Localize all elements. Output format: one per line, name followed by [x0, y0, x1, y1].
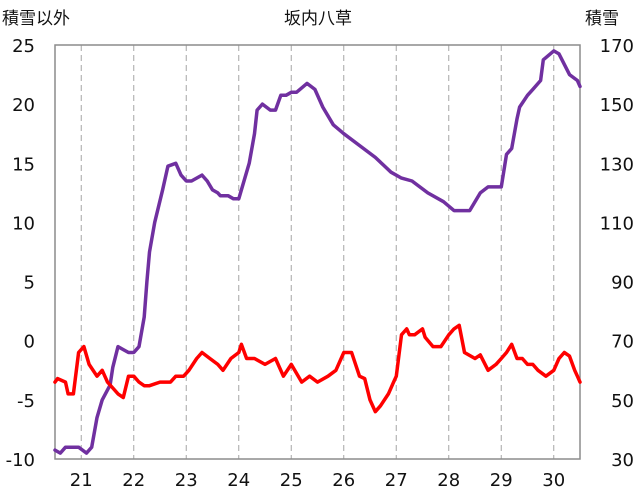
- left-tick-label: 10: [12, 213, 35, 234]
- x-tick-label: 27: [385, 470, 408, 491]
- x-tick-label: 24: [227, 470, 250, 491]
- x-tick-label: 26: [332, 470, 355, 491]
- left-tick-labels: 25 20 15 10 5 0 -5 -10: [6, 36, 35, 471]
- left-tick-label: 20: [12, 95, 35, 116]
- non-snow-line: [53, 323, 582, 414]
- x-tick-label: 30: [542, 470, 565, 491]
- right-tick-label: 70: [611, 332, 634, 353]
- snow-depth-line: [53, 49, 582, 455]
- right-tick-label: 90: [611, 273, 634, 294]
- right-tick-label: 50: [611, 391, 634, 412]
- x-tick-label: 29: [490, 470, 513, 491]
- right-tick-label: 110: [600, 213, 634, 234]
- right-tick-label: 30: [611, 450, 634, 471]
- x-tick-label: 28: [437, 470, 460, 491]
- x-tick-label: 25: [280, 470, 303, 491]
- right-axis-label: 積雪: [585, 9, 619, 29]
- right-tick-label: 150: [600, 95, 634, 116]
- x-tick-label: 22: [122, 470, 145, 491]
- left-tick-label: 0: [24, 332, 35, 353]
- left-axis-label: 積雪以外: [2, 9, 70, 29]
- left-tick-label: 15: [12, 154, 35, 175]
- x-tick-label: 23: [175, 470, 198, 491]
- plot-frame: [54, 44, 581, 460]
- left-tick-label: 25: [12, 36, 35, 57]
- right-tick-label: 170: [600, 36, 634, 57]
- grid-lines: [80, 45, 555, 459]
- left-tick-label: -10: [6, 450, 35, 471]
- series-lines: [53, 49, 582, 455]
- chart-title: 坂内八草: [284, 9, 352, 29]
- right-tick-label: 130: [600, 154, 634, 175]
- left-tick-label: -5: [17, 391, 35, 412]
- right-tick-labels: 170 150 130 110 90 70 50 30: [600, 36, 634, 471]
- left-tick-label: 5: [24, 273, 35, 294]
- x-tick-label: 21: [70, 470, 93, 491]
- x-tick-labels: 21 22 23 24 25 26 27 28 29 30: [70, 470, 565, 491]
